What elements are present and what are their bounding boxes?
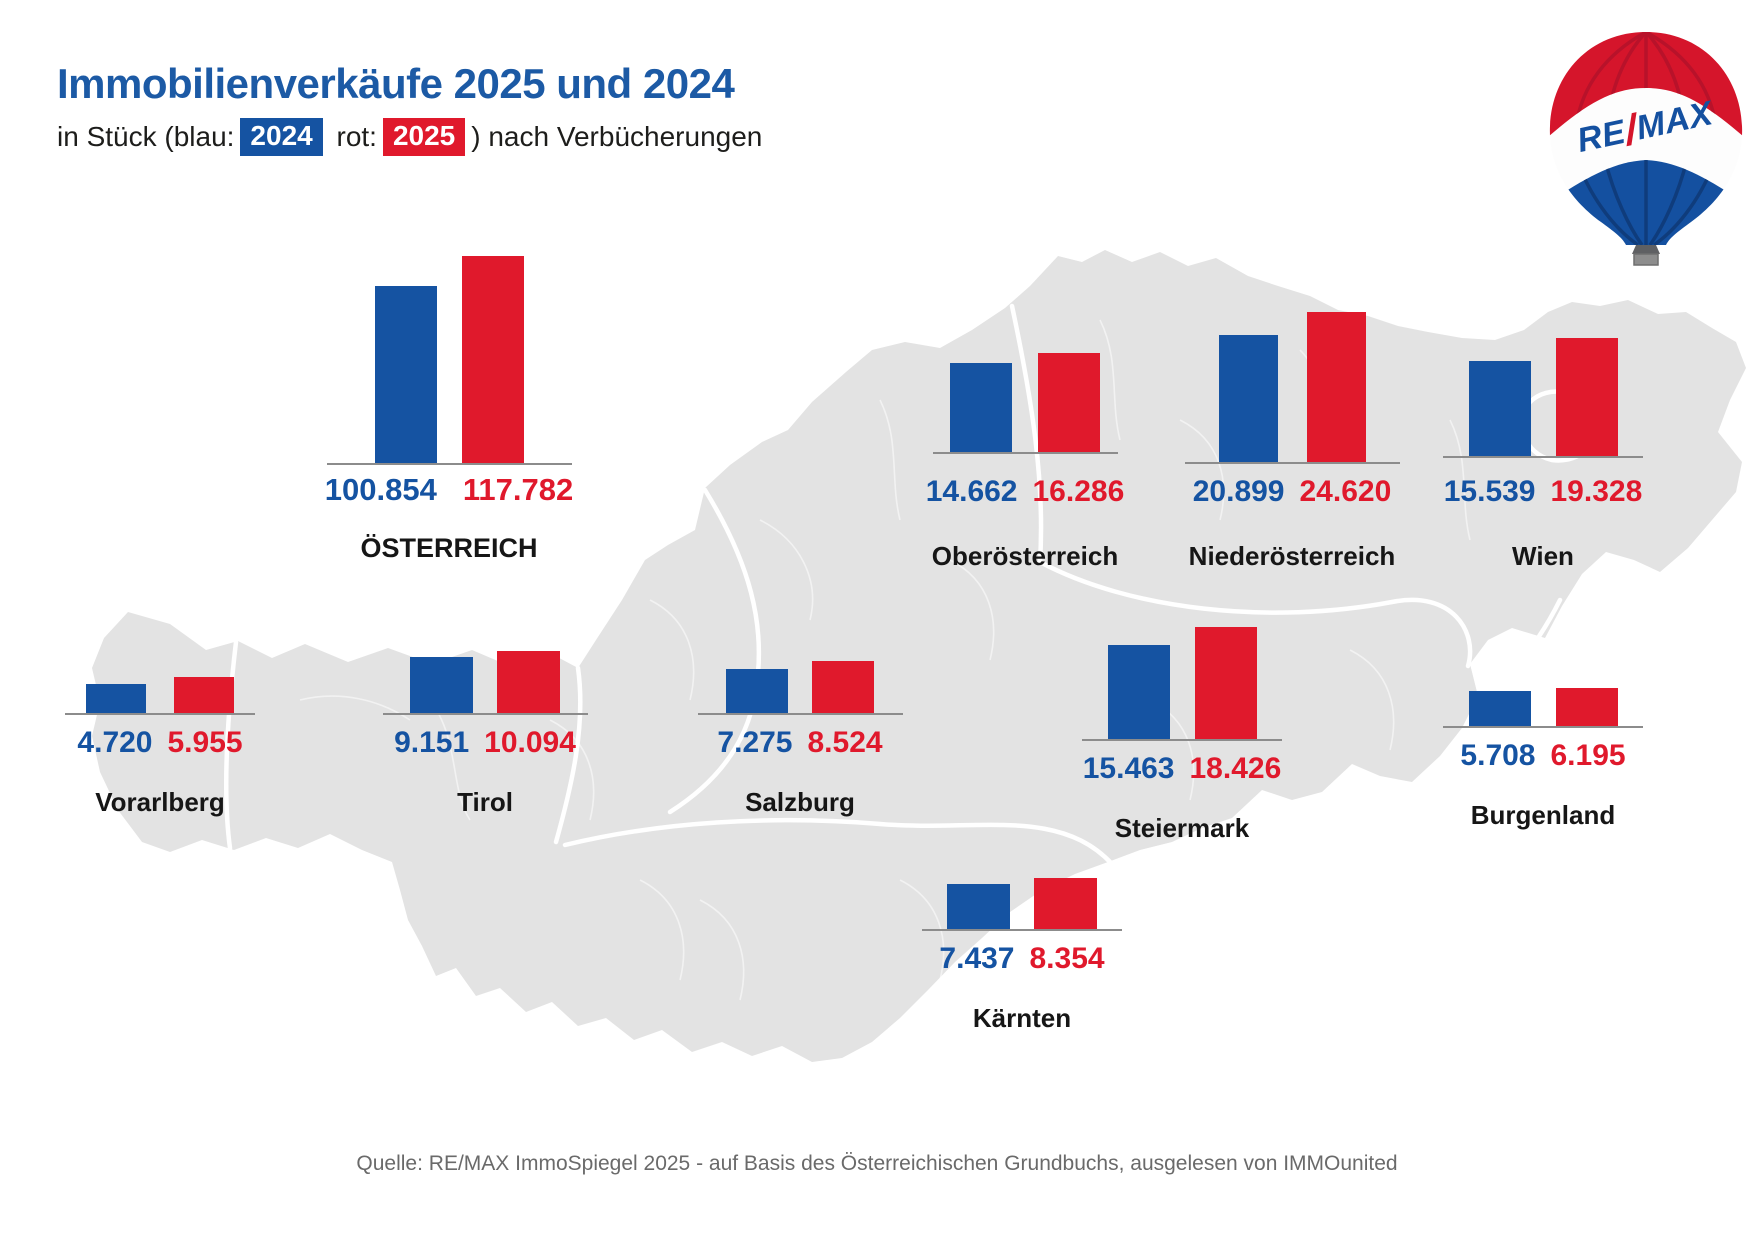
value-2025-bgld: 6.195 — [1550, 739, 1626, 772]
values-sbg: 7.275 8.524 — [580, 726, 1020, 760]
value-2024-tirol: 9.151 — [394, 726, 470, 759]
balloon-skirt — [1632, 245, 1660, 254]
legend-2024-box: 2024 — [240, 118, 323, 156]
source-note: Quelle: RE/MAX ImmoSpiegel 2025 - auf Ba… — [356, 1152, 1398, 1175]
baseline-bgld — [1443, 726, 1643, 728]
bar-2024-wien — [1468, 361, 1531, 456]
region-label-vbg: Vorarlberg — [95, 787, 225, 817]
value-2024-ktn: 7.437 — [939, 942, 1015, 975]
values-noe: 20.899 24.620 — [1072, 475, 1512, 509]
values-ooe: 14.662 16.286 — [805, 475, 1245, 509]
value-2024-vbg: 4.720 — [77, 726, 153, 759]
bar-2025-tirol — [497, 651, 560, 713]
value-2024-bgld: 5.708 — [1460, 739, 1536, 772]
baseline-sbg — [697, 713, 903, 715]
bar-2025-sbg — [812, 661, 874, 713]
values-ktn: 7.437 8.354 — [802, 942, 1242, 976]
subtitle-suffix: ) nach Verbücherungen — [471, 121, 763, 152]
values-bgld: 5.708 6.195 — [1323, 739, 1754, 773]
bar-2025-vbg — [174, 677, 234, 713]
remax-balloon-logo: RE/MAX — [1549, 32, 1743, 266]
subtitle: in Stück (blau: 2024 rot: 2025 ) nach Ve… — [57, 116, 762, 158]
region-label-noe: Niederösterreich — [1188, 541, 1396, 571]
bar-2024-austria — [374, 286, 437, 463]
value-2024-noe: 20.899 — [1192, 475, 1285, 508]
baseline-wien — [1443, 456, 1643, 458]
values-tirol: 9.151 10.094 — [265, 726, 705, 760]
value-2025-wien: 19.328 — [1550, 475, 1643, 508]
baseline-stmk — [1082, 739, 1282, 741]
value-2025-vbg: 5.955 — [167, 726, 243, 759]
region-label-ktn: Kärnten — [972, 1003, 1072, 1033]
subtitle-mid: rot: — [328, 121, 377, 152]
values-wien: 15.539 19.328 — [1323, 475, 1754, 509]
value-2024-austria: 100.854 — [324, 472, 437, 507]
value-2025-ktn: 8.354 — [1029, 942, 1105, 975]
bar-2025-noe — [1306, 312, 1366, 462]
bar-2025-austria — [461, 256, 524, 463]
bar-2024-noe — [1218, 335, 1278, 462]
baseline-vbg — [65, 713, 255, 715]
region-label-bgld: Burgenland — [1470, 800, 1616, 830]
bar-2024-stmk — [1107, 645, 1170, 739]
value-2025-austria: 117.782 — [462, 472, 574, 507]
value-2024-sbg: 7.275 — [717, 726, 793, 759]
bar-2024-ktn — [947, 884, 1010, 929]
bar-2024-sbg — [726, 669, 788, 713]
region-label-wien: Wien — [1512, 541, 1574, 571]
value-2024-wien: 15.539 — [1443, 475, 1536, 508]
bar-2024-ooe — [950, 363, 1012, 452]
bar-2025-bgld — [1555, 688, 1618, 726]
bar-2025-wien — [1555, 338, 1618, 456]
baseline-noe — [1184, 462, 1400, 464]
region-label-austria: ÖSTERREICH — [360, 533, 538, 563]
value-2024-ooe: 14.662 — [925, 475, 1018, 508]
bar-2024-vbg — [86, 684, 146, 713]
value-2024-stmk: 15.463 — [1082, 752, 1175, 785]
legend-2025-box: 2025 — [382, 118, 466, 156]
balloon-basket — [1633, 253, 1659, 266]
bar-2025-stmk — [1194, 627, 1257, 739]
page-title: Immobilienverkäufe 2025 und 2024 — [57, 60, 735, 107]
value-2025-stmk: 18.426 — [1189, 752, 1282, 785]
baseline-ooe — [932, 452, 1118, 454]
bar-2024-bgld — [1468, 691, 1531, 726]
values-austria: 100.854 117.782 — [229, 472, 669, 508]
bar-2025-ktn — [1034, 878, 1097, 929]
baseline-austria — [326, 463, 572, 465]
baseline-tirol — [382, 713, 588, 715]
value-2025-noe: 24.620 — [1299, 475, 1392, 508]
value-2025-ooe: 16.286 — [1032, 475, 1125, 508]
values-vbg: 4.720 5.955 — [0, 726, 380, 760]
bar-2025-ooe — [1038, 353, 1100, 452]
region-label-sbg: Salzburg — [745, 787, 855, 817]
baseline-ktn — [922, 929, 1122, 931]
subtitle-prefix: in Stück (blau: — [57, 121, 235, 152]
value-2025-tirol: 10.094 — [484, 726, 576, 759]
region-label-stmk: Steiermark — [1114, 813, 1250, 843]
bar-2024-tirol — [410, 657, 473, 713]
region-label-tirol: Tirol — [457, 787, 513, 817]
values-stmk: 15.463 18.426 — [962, 752, 1402, 786]
value-2025-sbg: 8.524 — [807, 726, 883, 759]
region-label-ooe: Oberösterreich — [931, 541, 1119, 571]
state-borders — [223, 303, 1599, 867]
